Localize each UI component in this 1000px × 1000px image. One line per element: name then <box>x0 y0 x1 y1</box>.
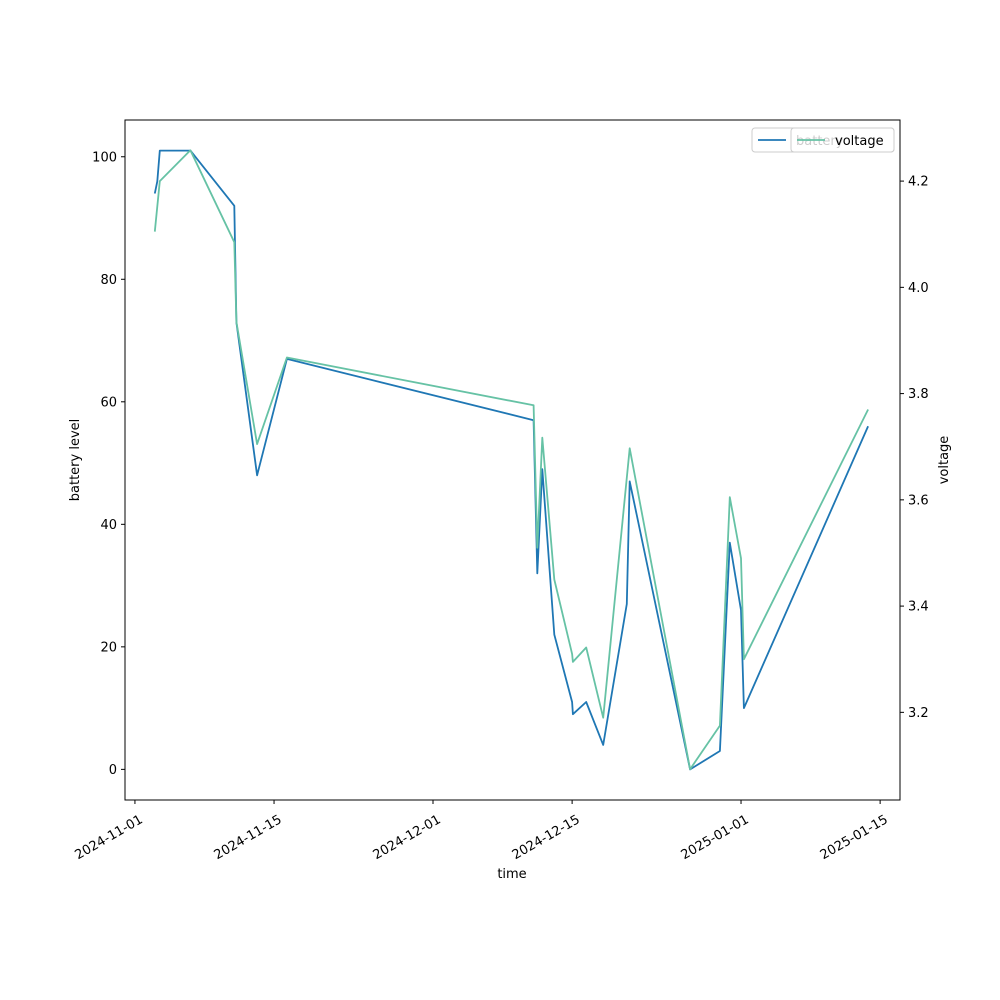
y-left-tick-label: 80 <box>100 273 117 288</box>
y-axis-left-title: battery level <box>68 419 83 502</box>
y-left-tick-label: 20 <box>100 640 117 655</box>
y-axis-left: 0 20 40 60 80 100 <box>92 150 125 778</box>
series-layer <box>153 149 869 771</box>
y-right-tick-label: 3.8 <box>908 387 929 402</box>
series-line-battery <box>153 149 869 771</box>
x-axis-title: time <box>497 867 526 882</box>
y-right-tick-label: 3.4 <box>908 600 929 615</box>
y-left-tick-label: 0 <box>109 763 117 778</box>
y-right-tick-label: 4.2 <box>908 175 929 190</box>
y-axis-right-title: voltage <box>937 436 952 485</box>
legends: batteryvoltage <box>751 127 895 153</box>
y-right-tick-label: 4.0 <box>908 281 929 296</box>
legend-box <box>790 127 895 153</box>
y-left-tick-label: 60 <box>100 395 117 410</box>
y-right-tick-label: 3.2 <box>908 706 929 721</box>
legend-label: voltage <box>835 134 884 149</box>
y-axis-right: 3.2 3.4 3.6 3.8 4.0 4.2 <box>900 175 929 721</box>
series-line-voltage <box>153 149 869 771</box>
y-left-tick-label: 40 <box>100 518 117 533</box>
plot-frame <box>124 119 901 801</box>
y-right-tick-label: 3.6 <box>908 493 929 508</box>
legend-voltage: voltage <box>790 127 895 153</box>
y-left-tick-label: 100 <box>92 150 117 165</box>
